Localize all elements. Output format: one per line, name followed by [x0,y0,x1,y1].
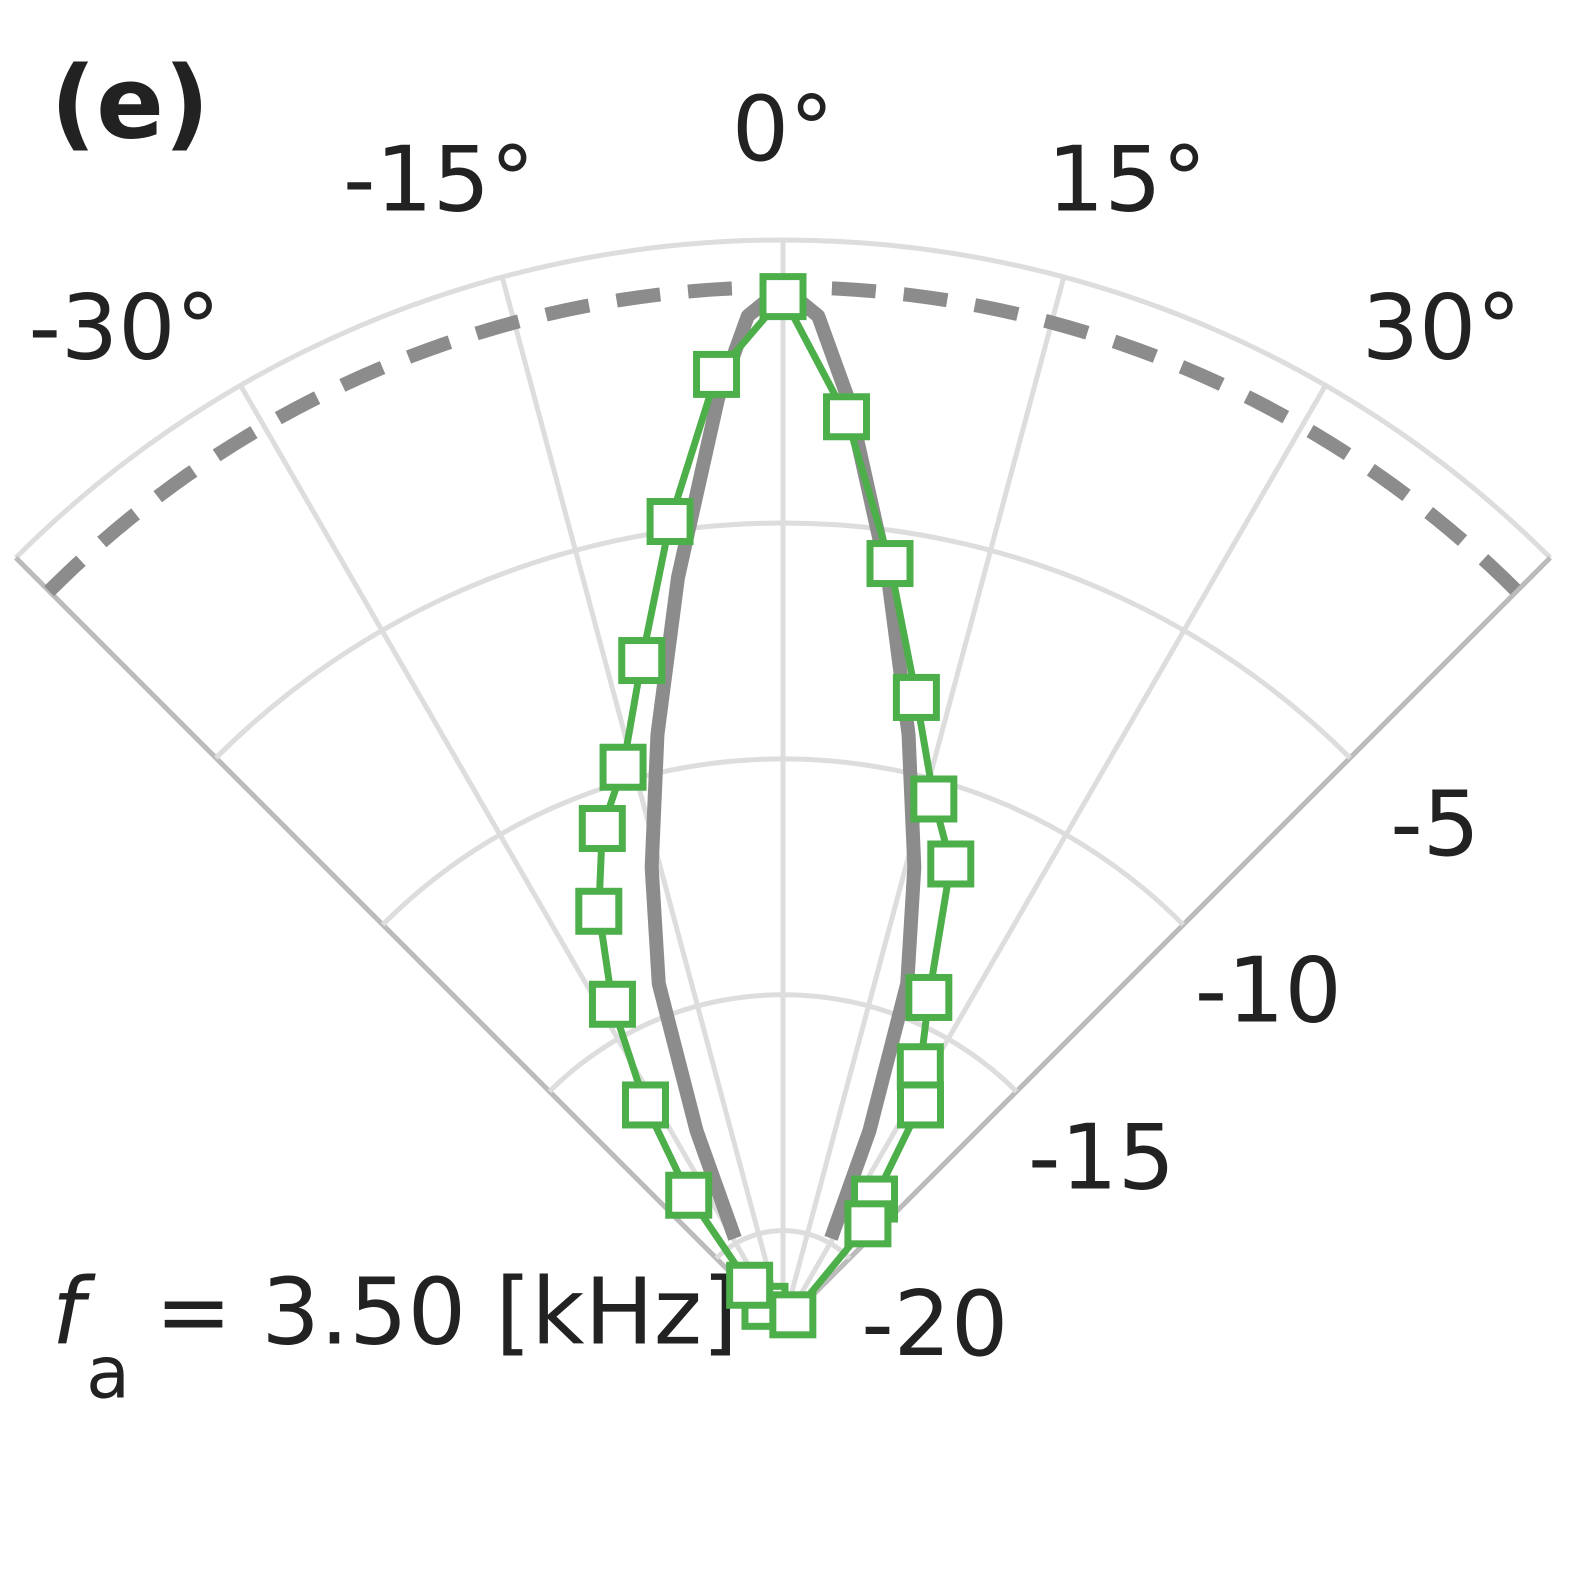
plot: -20-15-10 -5 -30° -15° 0° 15° 30° [28,77,1522,1377]
theta-tick-label: 0° [732,77,834,182]
marker [618,637,666,685]
marker [866,540,914,588]
grid-spoke [780,384,1328,1327]
marker [726,1261,774,1309]
grid-spoke [238,384,786,1327]
marker [892,673,940,721]
marker [910,775,958,823]
r-tick-label: -5 [1390,772,1480,877]
annotation-text: = 3.50 [kHz] [155,1258,738,1365]
marker [759,273,807,321]
frame-edge [781,556,1552,1327]
theta-tick-label: 30° [1362,276,1522,381]
marker [896,1081,944,1129]
marker [646,498,694,546]
annotation: f a = 3.50 [kHz] [52,1258,738,1414]
panel-label: (e) [50,44,209,161]
marker [575,887,623,935]
theta-tick-label: -30° [28,276,220,381]
marker [693,350,741,398]
marker [588,980,636,1028]
marker [844,1200,892,1248]
marker [578,805,626,853]
theta-tick-label: -15° [343,128,535,233]
r-tick-label: -10 [1195,939,1342,1044]
annotation-subscript: a [86,1331,130,1415]
theta-tick-label: 15° [1047,128,1207,233]
marker [896,1043,944,1091]
marker [769,1291,817,1339]
marker [665,1171,713,1219]
frame-edge [14,556,785,1327]
marker [823,393,871,441]
r-tick-label: -20 [861,1272,1008,1377]
grid-spoke [499,276,786,1326]
marker [622,1081,670,1129]
marker [927,840,975,888]
marker [905,973,953,1021]
grid [14,237,1552,1327]
r-tick-label: -15 [1028,1105,1175,1210]
marker [599,743,647,791]
